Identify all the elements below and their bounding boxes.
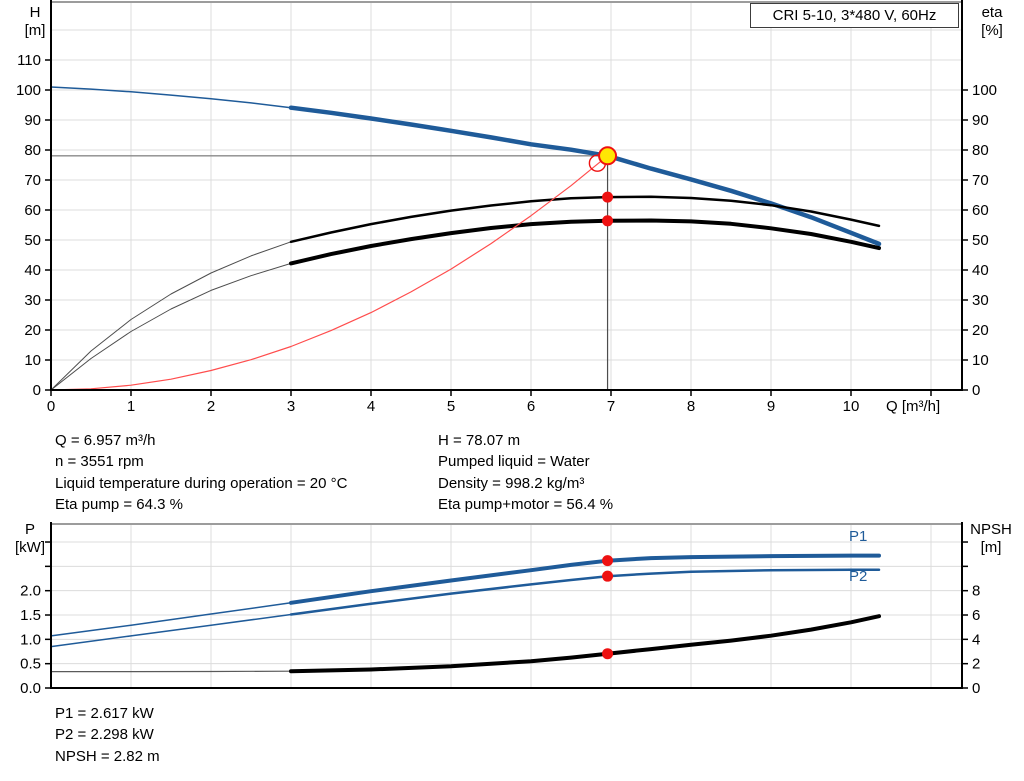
p1-dot: [602, 555, 614, 567]
eta-pump-value: Eta pump = 64.3 %: [55, 495, 183, 513]
qh-chart: 0 1 2 3 4 5 6 7 8 9 100102030405060708090100110010…: [16, 0, 997, 415]
svg-text:0.5: 0.5: [20, 656, 41, 673]
svg-text:6: 6: [527, 398, 535, 415]
npsh-axis-symbol: NPSH: [970, 521, 1012, 538]
series-eta-pump-thin: [50, 241, 292, 391]
svg-text:20: 20: [24, 322, 41, 339]
eta-pump-motor-value: Eta pump+motor = 56.4 %: [438, 495, 614, 513]
svg-text:7: 7: [607, 398, 615, 415]
svg-text:20: 20: [972, 322, 989, 339]
flow-value: Q = 6.957 m³/h: [55, 432, 156, 449]
density-value: Density = 998.2 kg/m³: [438, 474, 585, 492]
svg-text:90: 90: [24, 112, 41, 129]
series-npsh-curve: [289, 614, 881, 674]
series-system-curve: [50, 155, 609, 391]
q-axis-title: Q [m³/h]: [886, 398, 941, 415]
svg-text:2: 2: [207, 398, 215, 415]
pumped-liquid-value: Pumped liquid = Water: [438, 453, 590, 471]
svg-text:0: 0: [972, 382, 980, 399]
svg-text:8: 8: [687, 398, 695, 415]
svg-text:1.0: 1.0: [20, 631, 41, 648]
svg-text:60: 60: [24, 202, 41, 219]
p-axis-title: P [kW]: [8, 521, 52, 557]
svg-text:40: 40: [972, 262, 989, 279]
head-value: H = 78.07 m: [438, 432, 521, 449]
h-axis-title: H [m]: [16, 4, 54, 40]
p2-value: P2 = 2.298 kW: [55, 726, 154, 744]
svg-text:2: 2: [972, 656, 980, 673]
svg-text:10: 10: [24, 352, 41, 369]
svg-text:10: 10: [972, 352, 989, 369]
svg-text:60: 60: [972, 202, 989, 219]
svg-text:80: 80: [24, 142, 41, 159]
eta-axis-symbol: eta: [981, 4, 1003, 21]
npsh-value: NPSH = 2.82 m: [55, 747, 160, 765]
series-eta-pump-motor: [289, 218, 881, 266]
p1-curve-label: P1: [849, 528, 868, 545]
svg-text:0: 0: [33, 382, 41, 399]
operating-data-right: H = 78.07 m Pumped liquid = Water Densit…: [438, 430, 613, 515]
power-npsh-chart: 0.0 0.5 1.0 1.5 2.0 0 2 4 6 8: [20, 522, 980, 697]
h-axis-symbol: H: [29, 4, 41, 21]
operating-point: [598, 146, 618, 166]
svg-text:50: 50: [24, 232, 41, 249]
p2-curve-label: P2: [849, 568, 868, 585]
p2-dot: [602, 570, 614, 582]
eta-pump-dot: [602, 191, 614, 203]
series-p1-curve-thin: [50, 602, 292, 637]
svg-text:4: 4: [367, 398, 375, 415]
svg-text:70: 70: [24, 172, 41, 189]
series-qh-curve: [288, 105, 882, 247]
power-data-block: P1 = 2.617 kW P2 = 2.298 kW NPSH = 2.82 …: [55, 703, 160, 767]
series-p2-curve: [289, 568, 881, 616]
npsh-axis-unit: [m]: [980, 539, 1002, 556]
series-p2-curve-thin: [50, 613, 292, 648]
svg-text:30: 30: [24, 292, 41, 309]
svg-text:50: 50: [972, 232, 989, 249]
speed-value: n = 3551 rpm: [55, 453, 144, 471]
svg-text:0: 0: [47, 398, 55, 415]
svg-text:2.0: 2.0: [20, 583, 41, 600]
svg-text:100: 100: [16, 82, 41, 99]
svg-text:70: 70: [972, 172, 989, 189]
svg-text:30: 30: [972, 292, 989, 309]
operating-data-left: Q = 6.957 m³/h n = 3551 rpm Liquid tempe…: [55, 430, 347, 515]
series-eta-pump-motor-thin: [50, 262, 292, 391]
eta-pump-motor-dot: [602, 215, 614, 227]
h-axis-unit: [m]: [24, 22, 46, 39]
p1-value: P1 = 2.617 kW: [55, 705, 154, 722]
svg-text:90: 90: [972, 112, 989, 129]
p-axis-unit: [kW]: [15, 539, 45, 556]
npsh-axis-title: NPSH [m]: [962, 521, 1020, 557]
svg-text:6: 6: [972, 607, 980, 624]
svg-text:9: 9: [767, 398, 775, 415]
svg-text:4: 4: [972, 631, 980, 648]
p-axis-symbol: P: [24, 521, 35, 538]
series-eta-pump: [289, 195, 881, 244]
svg-text:8: 8: [972, 583, 980, 600]
svg-text:1: 1: [127, 398, 135, 415]
pump-title-box: CRI 5-10, 3*480 V, 60Hz: [750, 3, 959, 28]
svg-text:1.5: 1.5: [20, 607, 41, 624]
eta-axis-title: eta [%]: [971, 4, 1013, 40]
npsh-dot: [602, 648, 614, 660]
eta-axis-unit: [%]: [981, 22, 1003, 39]
svg-text:5: 5: [447, 398, 455, 415]
svg-text:10: 10: [843, 398, 860, 415]
svg-text:0.0: 0.0: [20, 680, 41, 697]
svg-text:40: 40: [24, 262, 41, 279]
svg-text:0: 0: [972, 680, 980, 697]
liquid-temperature-value: Liquid temperature during operation = 20…: [55, 474, 348, 492]
series-qh-curve-thin: [50, 86, 292, 109]
svg-text:80: 80: [972, 142, 989, 159]
svg-text:3: 3: [287, 398, 295, 415]
svg-text:110: 110: [17, 52, 41, 69]
svg-text:100: 100: [972, 82, 997, 99]
